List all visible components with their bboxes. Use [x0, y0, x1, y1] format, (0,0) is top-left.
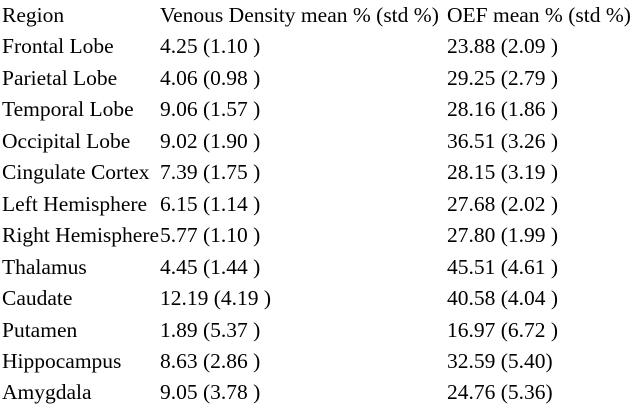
oef-cell: 29.25 (2.79 ) — [447, 65, 559, 90]
oef-cell: 32.59 (5.40) — [447, 348, 553, 373]
region-cell: Right Hemisphere — [2, 223, 160, 248]
oef-cell: 40.58 (4.04 ) — [447, 286, 559, 311]
region-cell: Left Hemisphere — [2, 191, 148, 216]
region-cell: Amygdala — [2, 380, 92, 405]
region-cell: Hippocampus — [2, 348, 122, 373]
table-row: Hippocampus 8.63 (2.86 ) 32.59 (5.40) — [2, 346, 641, 377]
region-cell: Cingulate Cortex — [2, 160, 150, 185]
table-row: Putamen 1.89 (5.37 ) 16.97 (6.72 ) — [2, 315, 641, 346]
oef-cell: 28.15 (3.19 ) — [447, 160, 559, 185]
oef-cell: 36.51 (3.26 ) — [447, 128, 559, 153]
oef-cell: 45.51 (4.61 ) — [447, 254, 559, 279]
region-cell: Thalamus — [2, 254, 87, 279]
venous-density-cell: 9.02 (1.90 ) — [160, 128, 261, 153]
region-cell: Frontal Lobe — [2, 34, 114, 59]
oef-cell: 28.16 (1.86 ) — [447, 97, 559, 122]
table-row: Temporal Lobe 9.06 (1.57 ) 28.16 (1.86 ) — [2, 94, 641, 125]
column-header-region: Region — [2, 3, 65, 27]
oef-cell: 27.80 (1.99 ) — [447, 223, 559, 248]
column-header-venous-density: Venous Density mean % (std %) — [160, 3, 439, 27]
venous-density-cell: 4.06 (0.98 ) — [160, 65, 261, 90]
table-row: Frontal Lobe 4.25 (1.10 ) 23.88 (2.09 ) — [2, 31, 641, 62]
table-row: Thalamus 4.45 (1.44 ) 45.51 (4.61 ) — [2, 252, 641, 283]
region-cell: Occipital Lobe — [2, 128, 131, 153]
table-row: Cingulate Cortex 7.39 (1.75 ) 28.15 (3.1… — [2, 157, 641, 188]
region-cell: Putamen — [2, 317, 78, 342]
venous-density-cell: 4.45 (1.44 ) — [160, 254, 261, 279]
oef-cell: 24.76 (5.36) — [447, 380, 553, 405]
table-row: Left Hemisphere 6.15 (1.14 ) 27.68 (2.02… — [2, 189, 641, 220]
table-row: Caudate 12.19 (4.19 ) 40.58 (4.04 ) — [2, 283, 641, 314]
region-cell: Parietal Lobe — [2, 65, 118, 90]
oef-cell: 16.97 (6.72 ) — [447, 317, 559, 342]
table-row: Amygdala 9.05 (3.78 ) 24.76 (5.36) — [2, 377, 641, 408]
table-header-row: Region Venous Density mean % (std %) OEF… — [2, 0, 641, 31]
venous-density-cell: 9.06 (1.57 ) — [160, 97, 261, 122]
venous-density-cell: 12.19 (4.19 ) — [160, 286, 272, 311]
table-row: Parietal Lobe 4.06 (0.98 ) 29.25 (2.79 ) — [2, 63, 641, 94]
table-row: Occipital Lobe 9.02 (1.90 ) 36.51 (3.26 … — [2, 126, 641, 157]
region-cell: Caudate — [2, 286, 73, 311]
region-cell: Temporal Lobe — [2, 97, 134, 122]
oef-cell: 23.88 (2.09 ) — [447, 34, 559, 59]
venous-density-cell: 5.77 (1.10 ) — [160, 223, 261, 248]
table-row: Right Hemisphere 5.77 (1.10 ) 27.80 (1.9… — [2, 220, 641, 251]
venous-density-cell: 9.05 (3.78 ) — [160, 380, 261, 405]
venous-density-cell: 6.15 (1.14 ) — [160, 191, 261, 216]
venous-density-cell: 1.89 (5.37 ) — [160, 317, 261, 342]
venous-density-cell: 4.25 (1.10 ) — [160, 34, 261, 59]
venous-density-cell: 8.63 (2.86 ) — [160, 348, 261, 373]
oef-cell: 27.68 (2.02 ) — [447, 191, 559, 216]
column-header-oef: OEF mean % (std %) — [447, 3, 631, 27]
venous-density-cell: 7.39 (1.75 ) — [160, 160, 261, 185]
